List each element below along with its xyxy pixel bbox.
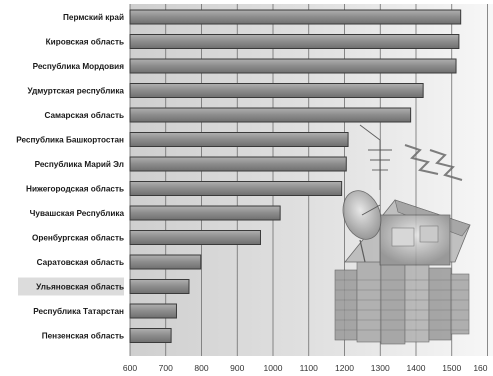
x-tick-label: 1500 <box>442 363 461 373</box>
house-of-coins-illustration <box>334 124 471 345</box>
category-label: Республика Башкортостан <box>16 135 124 145</box>
x-tick-label: 1000 <box>264 363 283 373</box>
highlight-band-rect <box>18 277 124 296</box>
bar <box>129 107 412 123</box>
category-label: Нижегородская область <box>26 184 124 194</box>
bar <box>129 58 457 74</box>
signal-waves-icon <box>404 144 463 181</box>
bar <box>129 303 177 319</box>
x-tick-label: 700 <box>159 363 173 373</box>
category-label: Оренбургская область <box>32 233 124 243</box>
satellite-dish-icon <box>342 190 382 263</box>
x-tick-label: 1200 <box>335 363 354 373</box>
category-labels: Пермский край Кировская область Республика… <box>16 13 124 341</box>
bar <box>129 132 349 147</box>
x-tick-label: 600 <box>123 363 137 373</box>
bar <box>129 83 424 98</box>
category-label: Пензенская область <box>42 331 124 341</box>
x-tick-label: 900 <box>230 363 244 373</box>
category-label: Чувашская Республика <box>30 208 125 218</box>
category-label: Республика Татарстан <box>33 306 124 316</box>
bar <box>129 156 347 172</box>
category-label: Ульяновская область <box>36 282 124 292</box>
x-tick-label: 1400 <box>407 363 426 373</box>
bar <box>129 181 343 196</box>
x-tick-label: 160 <box>473 363 487 373</box>
category-label: Республика Мордовия <box>33 61 125 71</box>
bar <box>129 328 172 343</box>
house-box <box>379 214 451 266</box>
bar <box>129 230 261 245</box>
highlight-band <box>18 277 124 296</box>
coin-stacks <box>334 259 470 345</box>
bars <box>129 9 462 343</box>
bar <box>129 254 202 270</box>
x-axis-ticks: 600 700 800 900 1000 1100 1200 1300 1400 1500 160 <box>123 363 488 373</box>
bar <box>129 34 460 49</box>
category-label: Кировская область <box>46 37 124 47</box>
x-tick-label: 1100 <box>300 363 319 373</box>
category-label: Саратовская область <box>37 257 124 267</box>
category-label: Удмуртская республика <box>28 86 125 96</box>
x-tick-label: 1300 <box>371 363 390 373</box>
antenna-icon <box>359 124 392 190</box>
bar <box>129 279 190 294</box>
category-label: Республика Марий Эл <box>35 159 124 169</box>
bar <box>129 9 462 25</box>
category-label: Самарская область <box>44 110 124 120</box>
bar <box>129 205 281 221</box>
category-label: Пермский край <box>63 13 124 22</box>
x-tick-label: 800 <box>194 363 208 373</box>
